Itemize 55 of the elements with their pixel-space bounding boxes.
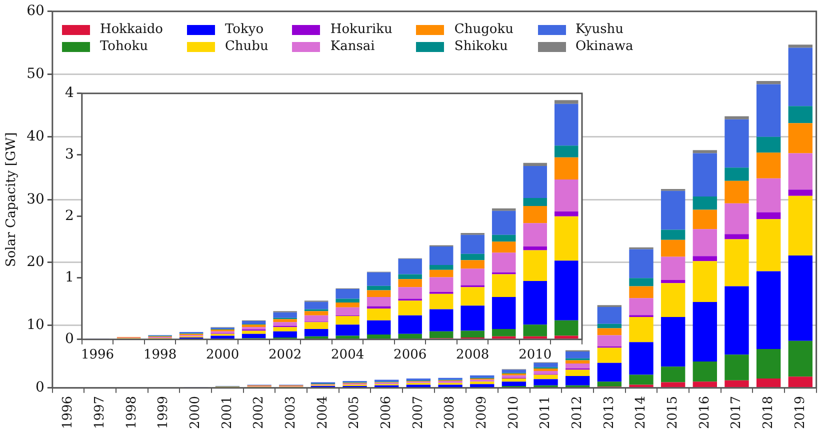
y-tick-label: 4	[64, 85, 74, 102]
x-tick-label: 2000	[206, 348, 240, 363]
x-tick-label: 2013	[602, 396, 617, 430]
x-tick-label: 2009	[474, 396, 490, 430]
y-tick-label: 1	[64, 270, 74, 286]
y-tick-label: 2	[64, 208, 74, 224]
y-tick-label: 0	[64, 331, 74, 348]
legend-label: Tohoku	[100, 39, 148, 54]
legend-label: Hokuriku	[330, 22, 392, 37]
x-tick-label: 2004	[315, 396, 330, 430]
x-tick-label: 2011	[538, 396, 554, 430]
x-tick-label: 1997	[92, 396, 108, 430]
x-tick-label: 2003	[284, 396, 299, 430]
legend-label: Kyushu	[576, 22, 624, 37]
y-tick-label: 30	[26, 191, 44, 208]
x-tick-label: 2008	[456, 348, 490, 363]
legend-label: Okinawa	[576, 39, 634, 54]
legend-label: Shikoku	[454, 39, 508, 54]
x-tick-label: 2002	[268, 348, 302, 363]
x-tick-label: 1996	[60, 396, 76, 430]
x-tick-label: 2005	[347, 396, 362, 430]
y-tick-label: 40	[26, 128, 44, 145]
x-tick-label: 2015	[665, 396, 680, 430]
x-tick-label: 2019	[792, 396, 808, 430]
legend-label: Chubu	[224, 39, 268, 54]
x-tick-label: 2014	[634, 396, 649, 430]
x-tick-label: 2000	[188, 396, 204, 430]
x-tick-label: 2008	[442, 396, 458, 430]
x-tick-label: 2016	[697, 396, 712, 430]
x-tick-label: 2010	[518, 348, 552, 363]
x-tick-label: 2004	[331, 348, 364, 363]
y-tick-label: 3	[64, 146, 74, 163]
x-tick-label: 1998	[144, 348, 177, 363]
x-tick-label: 2006	[394, 348, 427, 363]
legend-label: Hokkaido	[100, 22, 163, 37]
x-tick-label: 2017	[729, 396, 744, 430]
y-tick-label: 60	[26, 3, 44, 20]
x-tick-label: 2006	[378, 396, 394, 430]
x-tick-label: 2001	[220, 396, 235, 430]
x-tick-label: 2010	[506, 396, 522, 430]
legend-label: Chugoku	[454, 22, 514, 37]
y-tick-label: 10	[26, 316, 44, 333]
x-tick-label: 2002	[252, 396, 267, 430]
x-tick-label: 1998	[124, 396, 140, 430]
x-tick-label: 2007	[410, 396, 426, 430]
y-tick-label: 20	[26, 254, 44, 270]
x-tick-label: 1999	[156, 396, 172, 430]
y-tick-label: 0	[35, 380, 44, 396]
x-tick-label: 2012	[570, 396, 585, 430]
legend-label: Kansai	[330, 39, 375, 54]
legend-label: Tokyo	[224, 22, 264, 37]
x-tick-label: 1996	[80, 348, 114, 363]
x-tick-label: 2018	[760, 396, 776, 430]
y-tick-label: 50	[26, 66, 44, 82]
y-axis-title: Solar Capacity [GW]	[4, 132, 20, 268]
